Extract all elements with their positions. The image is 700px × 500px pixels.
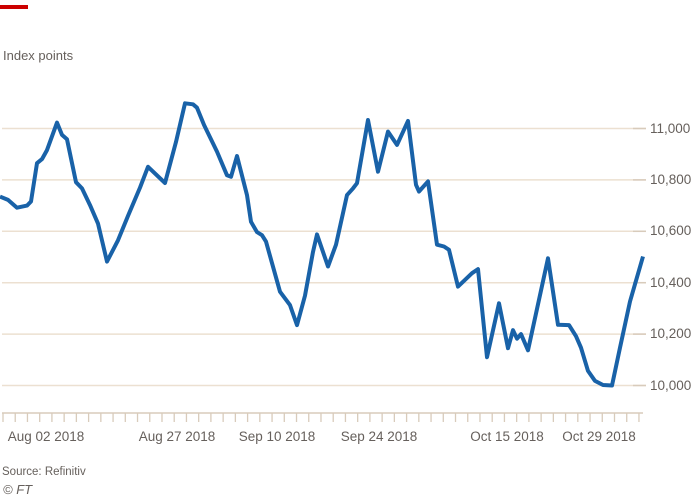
y-tick-label: 10,600 (650, 223, 692, 239)
y-tick-label: 10,800 (650, 171, 692, 187)
y-tick-label: 10,000 (650, 377, 692, 393)
x-tick-label: Aug 02 2018 (7, 429, 85, 444)
x-tick-label: Sep 24 2018 (340, 429, 418, 444)
price-line (0, 101, 645, 388)
x-tick-label: Sep 10 2018 (238, 429, 316, 444)
x-tick-label: Aug 27 2018 (138, 429, 216, 444)
brand-slug-bar (0, 5, 28, 9)
x-tick-label: Oct 15 2018 (470, 429, 544, 444)
x-tick-label: Oct 29 2018 (562, 429, 636, 444)
source-note: Source: Refinitiv (2, 466, 86, 478)
y-tick-label: 11,000 (650, 120, 691, 136)
y-tick-label: 10,400 (650, 274, 692, 290)
y-axis-title: Index points (3, 48, 74, 63)
y-tick-label: 10,200 (650, 326, 692, 342)
ft-credit: © FT (3, 482, 33, 497)
